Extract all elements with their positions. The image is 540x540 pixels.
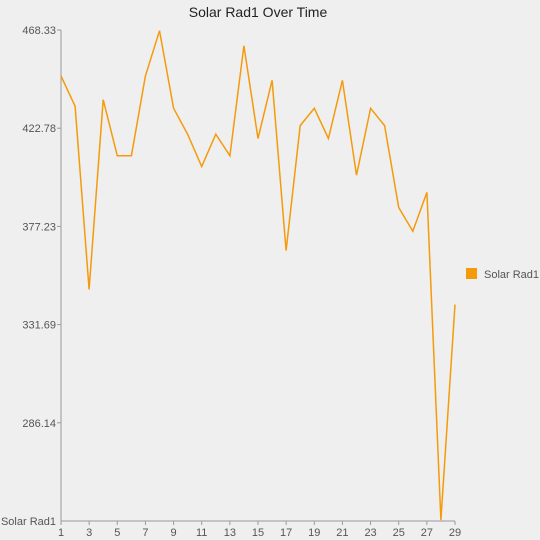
y-tick-label: 468.33 <box>22 25 56 37</box>
x-tick-label: 25 <box>393 527 405 539</box>
x-tick-label: 27 <box>421 527 433 539</box>
series-layer <box>60 30 456 521</box>
y-tick-label: 377.23 <box>22 221 56 233</box>
y-tick-label: 286.14 <box>22 418 56 430</box>
x-tick-label: 5 <box>114 527 120 539</box>
y-axis-ticks: 468.33 422.78 377.23 331.69 286.14 Solar Rad1 <box>1 25 61 528</box>
x-tick-label: 11 <box>196 527 207 539</box>
y-tick-label: 331.69 <box>22 320 56 332</box>
legend: Solar Rad1 <box>466 268 539 281</box>
y-tick-label: 422.78 <box>22 123 56 135</box>
x-axis-ticks: 1 3 5 7 9 11 13 15 17 19 21 23 25 27 29 <box>58 521 461 539</box>
x-tick-label: 23 <box>364 527 376 539</box>
x-tick-label: 9 <box>171 527 177 539</box>
x-tick-label: 15 <box>252 527 264 539</box>
legend-swatch-solar-rad1 <box>466 268 477 279</box>
legend-label-solar-rad1: Solar Rad1 <box>484 269 539 281</box>
x-tick-label: 19 <box>308 527 320 539</box>
chart-title: Solar Rad1 Over Time <box>189 4 328 20</box>
chart-axes <box>60 30 455 522</box>
x-tick-label: 29 <box>449 527 461 539</box>
y-axis-floor-label: Solar Rad1 <box>1 516 56 528</box>
x-tick-label: 1 <box>58 527 64 539</box>
x-tick-label: 17 <box>280 527 292 539</box>
x-tick-label: 3 <box>86 527 92 539</box>
x-tick-label: 13 <box>224 527 236 539</box>
series-line-solar-rad1 <box>60 30 456 521</box>
x-tick-label: 21 <box>336 527 348 539</box>
x-tick-label: 7 <box>142 527 148 539</box>
